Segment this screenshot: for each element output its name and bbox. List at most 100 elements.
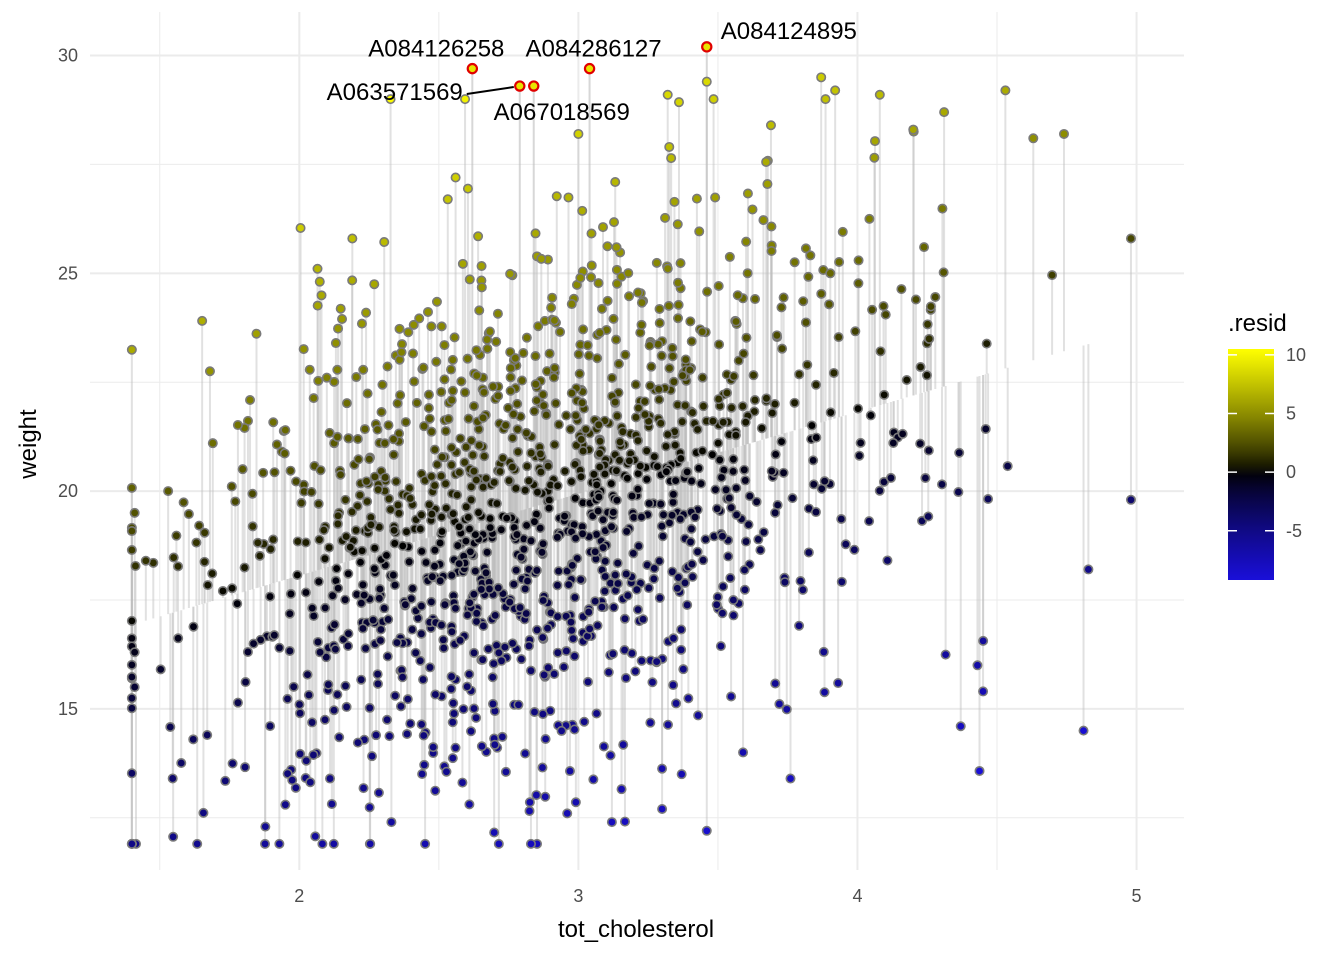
- data-point: [592, 353, 603, 364]
- data-point: [566, 388, 577, 399]
- data-point: [491, 498, 502, 509]
- data-point: [353, 454, 364, 465]
- data-point: [285, 465, 296, 476]
- data-point: [667, 566, 678, 577]
- data-point: [287, 775, 298, 786]
- x-tick-label: 5: [1132, 886, 1142, 906]
- data-point: [721, 484, 732, 495]
- data-point: [129, 507, 140, 518]
- data-point: [636, 297, 647, 308]
- data-point: [155, 664, 166, 675]
- data-point: [384, 493, 395, 504]
- data-point: [853, 278, 864, 289]
- data-point: [622, 590, 633, 601]
- data-point: [638, 614, 649, 625]
- data-point: [333, 510, 344, 521]
- data-point: [654, 592, 665, 603]
- data-point: [606, 478, 617, 489]
- data-point: [510, 483, 521, 494]
- data-point: [726, 502, 737, 513]
- data-point: [697, 326, 708, 337]
- data-point: [268, 534, 279, 545]
- data-point: [429, 444, 440, 455]
- x-tick-label: 4: [852, 886, 862, 906]
- data-point: [369, 471, 380, 482]
- data-point: [390, 690, 401, 701]
- data-point: [462, 609, 473, 620]
- data-point: [673, 313, 684, 324]
- data-point: [608, 602, 619, 613]
- data-point: [493, 838, 504, 849]
- data-point: [628, 548, 639, 559]
- data-point: [673, 97, 684, 108]
- data-point: [692, 424, 703, 435]
- data-point: [923, 445, 934, 456]
- data-point: [685, 316, 696, 327]
- data-point: [364, 802, 375, 813]
- legend-tick-label: 5: [1286, 403, 1296, 423]
- data-point: [769, 399, 780, 410]
- data-point: [586, 272, 597, 283]
- data-point: [566, 617, 577, 628]
- data-point: [455, 433, 466, 444]
- data-point: [226, 481, 237, 492]
- data-point: [359, 424, 370, 435]
- legend-tick-label: 10: [1286, 345, 1306, 365]
- data-point: [369, 543, 380, 554]
- data-point: [771, 330, 782, 341]
- data-point: [521, 427, 532, 438]
- data-point: [593, 419, 604, 430]
- data-point: [834, 256, 845, 267]
- data-point: [397, 540, 408, 551]
- data-point: [974, 765, 985, 776]
- data-point: [536, 253, 547, 264]
- data-point: [577, 528, 588, 539]
- highlighted-point: [583, 62, 596, 75]
- data-point: [562, 808, 573, 819]
- data-point: [573, 128, 584, 139]
- data-point: [630, 379, 641, 390]
- data-point: [521, 520, 532, 531]
- data-point: [194, 520, 205, 531]
- data-point: [672, 219, 683, 230]
- data-point: [426, 426, 437, 437]
- data-point: [435, 538, 446, 549]
- data-point: [343, 641, 354, 652]
- data-point: [520, 485, 531, 496]
- data-point: [280, 425, 291, 436]
- data-point: [686, 476, 697, 487]
- label-leader-line: [466, 86, 514, 96]
- data-point: [693, 710, 704, 721]
- data-point: [240, 677, 251, 688]
- data-point: [608, 313, 619, 324]
- data-point: [304, 364, 315, 375]
- data-point: [953, 487, 964, 498]
- data-point: [864, 213, 875, 224]
- data-point: [306, 487, 317, 498]
- data-point: [575, 272, 586, 283]
- data-point: [741, 536, 752, 547]
- data-point: [624, 455, 635, 466]
- data-point: [500, 766, 511, 777]
- data-point: [364, 702, 375, 713]
- data-point: [529, 406, 540, 417]
- data-point: [382, 361, 393, 372]
- data-point: [468, 466, 479, 477]
- data-point: [507, 432, 518, 443]
- data-point: [710, 192, 721, 203]
- data-point: [620, 673, 631, 684]
- data-point: [446, 442, 457, 453]
- data-point: [1125, 494, 1136, 505]
- data-point: [324, 427, 335, 438]
- data-point: [818, 646, 829, 657]
- data-point: [496, 524, 507, 535]
- data-point: [440, 426, 451, 437]
- data-point: [836, 513, 847, 524]
- data-point: [518, 348, 529, 359]
- data-point: [635, 461, 646, 472]
- data-point: [404, 556, 415, 567]
- data-point: [479, 451, 490, 462]
- data-point: [367, 751, 378, 762]
- data-point: [1078, 725, 1089, 736]
- data-point: [312, 263, 323, 274]
